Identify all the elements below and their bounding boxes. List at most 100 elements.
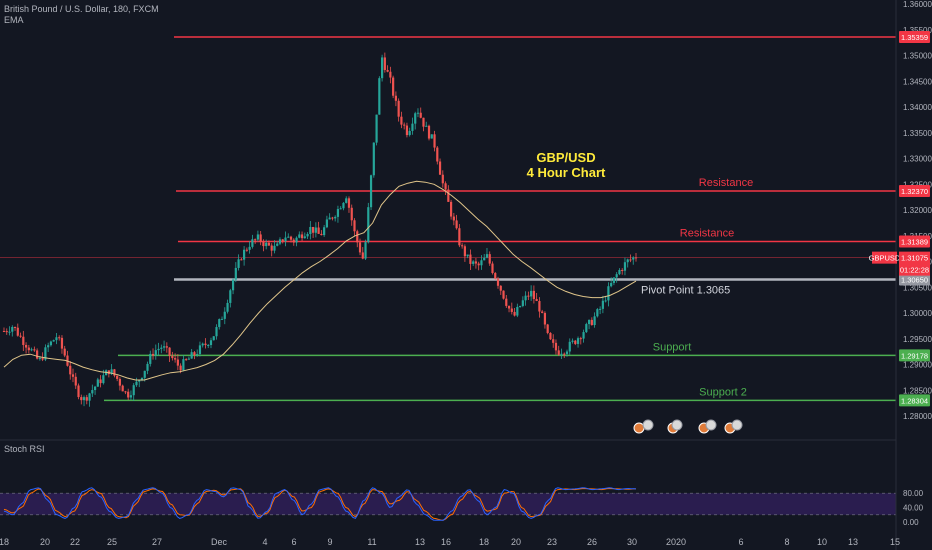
price-tick-label: 1.30000 xyxy=(903,309,932,318)
candle-body xyxy=(88,393,91,401)
candle-body xyxy=(452,216,455,221)
candle-body xyxy=(358,242,362,253)
candle-body xyxy=(397,100,400,117)
ema-line[interactable] xyxy=(3,180,637,381)
candle-body xyxy=(499,285,502,291)
support-2-label: Support 2 xyxy=(699,386,747,398)
ema-legend[interactable]: EMA xyxy=(4,15,24,25)
price-tick-label: 1.28000 xyxy=(903,412,932,421)
candle-body xyxy=(560,353,563,355)
candle-body xyxy=(24,344,28,348)
candle-body xyxy=(298,234,301,238)
price-tick-label: 1.35500 xyxy=(903,26,932,35)
candle-body xyxy=(231,279,235,291)
candle-body xyxy=(154,350,157,356)
current-price-tag xyxy=(899,251,930,276)
candle-body xyxy=(386,69,389,72)
candle-body xyxy=(375,114,378,143)
candle-body xyxy=(300,234,304,239)
candle-body xyxy=(135,381,138,386)
event-flag-icon[interactable] xyxy=(642,419,654,431)
candle-body xyxy=(284,237,287,242)
time-tick-label: 30 xyxy=(627,537,637,547)
candle-body xyxy=(91,390,94,394)
event-flag-icon[interactable] xyxy=(633,422,645,434)
event-flag-icon[interactable] xyxy=(731,419,743,431)
support-2-price-tag-text: 1.28304 xyxy=(901,396,928,405)
candle-body xyxy=(292,239,295,243)
price-tick-label: 1.34500 xyxy=(903,77,932,86)
candle-body xyxy=(364,242,367,259)
economic-event-markers[interactable] xyxy=(633,419,743,434)
event-flag-icon[interactable] xyxy=(705,419,717,431)
candle-body xyxy=(483,257,486,261)
candle-body xyxy=(259,234,262,242)
price-tick-label: 1.30500 xyxy=(903,283,932,292)
candle-body xyxy=(254,239,257,241)
candle-body xyxy=(276,243,279,246)
candle-body xyxy=(618,269,621,275)
candle-body xyxy=(52,340,55,342)
candle-body xyxy=(568,341,571,352)
time-tick-label: 6 xyxy=(291,537,296,547)
candle-body xyxy=(207,345,210,347)
candle-body xyxy=(71,374,75,377)
candle-body xyxy=(507,305,511,309)
stoch-rsi-pane[interactable] xyxy=(0,487,896,521)
event-flag-icon[interactable] xyxy=(671,419,683,431)
candle-body xyxy=(579,338,582,340)
candle-body xyxy=(414,113,417,124)
candle-body xyxy=(496,278,500,286)
price-pane[interactable]: Resistance Resistance Pivot Point 1.3065 Su… xyxy=(0,36,896,407)
candle-body xyxy=(419,112,422,118)
candle-body xyxy=(124,391,127,393)
candle-body xyxy=(389,71,392,78)
candle-body xyxy=(287,236,290,238)
stoch-rsi-k-line[interactable] xyxy=(3,487,637,521)
price-tick-label: 1.32500 xyxy=(903,180,932,189)
candle-body xyxy=(251,239,254,247)
candle-body xyxy=(590,319,593,326)
time-tick-label: 6 xyxy=(738,537,743,547)
candle-body xyxy=(405,125,409,136)
candle-body xyxy=(77,385,80,398)
support-1-price-tag-text: 1.29178 xyxy=(901,351,928,360)
candle-body xyxy=(521,300,524,307)
candle-body xyxy=(474,261,478,264)
chart-title-line2: 4 Hour Chart xyxy=(527,165,606,180)
candle-body xyxy=(8,331,11,333)
candle-body xyxy=(320,233,323,236)
candle-body xyxy=(129,395,133,398)
price-tick-label: 1.32000 xyxy=(903,206,932,215)
symbol-legend[interactable]: British Pound / U.S. Dollar, 180, FXCM xyxy=(4,4,159,14)
time-axis[interactable]: 18 20 22 25 27 Dec 4 6 9 11 13 16 18 20 23 26 30 2020 6 8 10… xyxy=(0,537,900,547)
candle-body xyxy=(30,349,33,351)
stoch-rsi-d-line[interactable] xyxy=(3,487,636,521)
resistance-top-price-tag xyxy=(899,31,930,44)
candle-body xyxy=(93,386,97,391)
candle-body xyxy=(621,269,624,271)
candle-body xyxy=(552,339,555,343)
candle-body xyxy=(596,309,599,317)
candle-body xyxy=(524,295,527,301)
candle-body xyxy=(289,236,293,240)
candle-body xyxy=(502,290,505,299)
time-tick-label: 18 xyxy=(479,537,489,547)
candle-body xyxy=(383,57,386,70)
candle-body xyxy=(234,267,237,280)
stoch-rsi-legend[interactable]: Stoch RSI xyxy=(4,444,45,454)
candle-body xyxy=(44,347,47,360)
time-tick-label: 18 xyxy=(0,537,9,547)
stoch-rsi-tick-label: 80.00 xyxy=(903,489,924,498)
candle-body xyxy=(394,95,397,101)
candle-body xyxy=(582,332,585,339)
candle-body xyxy=(185,359,188,361)
time-tick-label: 13 xyxy=(415,537,425,547)
candle-body xyxy=(634,257,638,259)
candle-body xyxy=(132,385,135,396)
candle-body xyxy=(27,347,30,351)
candle-body xyxy=(13,326,17,328)
candle-body xyxy=(82,397,86,401)
candles[interactable] xyxy=(2,52,638,407)
